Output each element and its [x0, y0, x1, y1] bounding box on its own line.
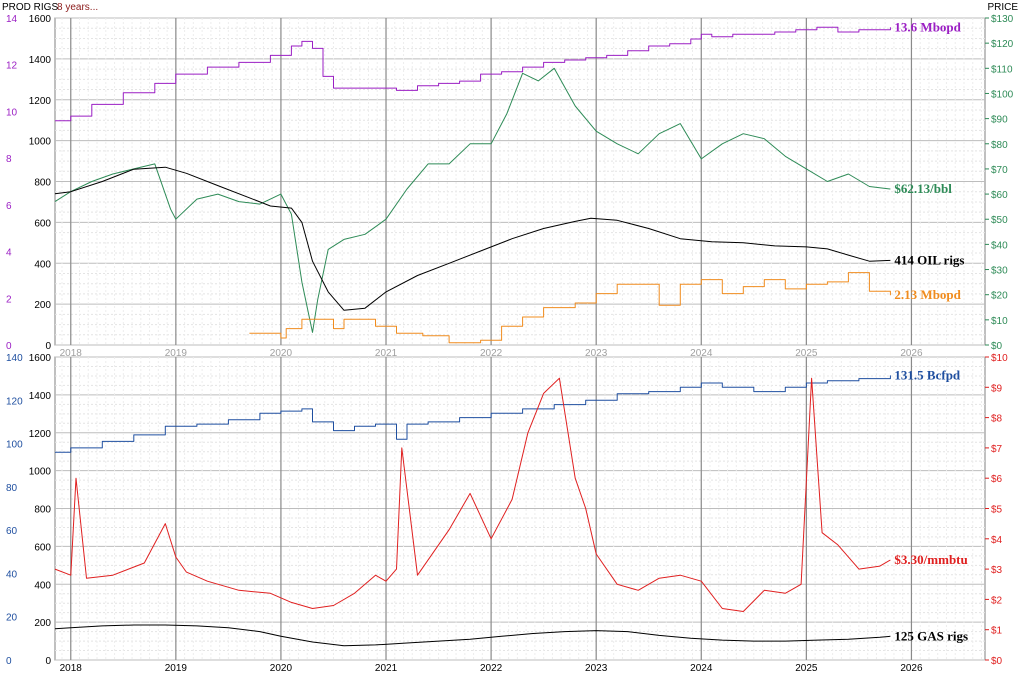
oil-price-tick-label: $40 [991, 240, 1008, 251]
gas-x-tick-label: 2023 [585, 663, 608, 674]
gas-price-tick-label: $9 [991, 383, 1003, 394]
oil-production-tick-label: 12 [6, 61, 18, 72]
oil-production-tick-label: 14 [6, 14, 18, 25]
gas-series-line-0 [55, 375, 891, 453]
right-axis-header: PRICE [987, 2, 1018, 13]
gas-rig-tick-label: 600 [34, 542, 51, 553]
oil-x-tick-label: 2025 [795, 348, 818, 359]
oil-series-line-3 [249, 272, 891, 344]
gas-price-tick-label: $8 [991, 414, 1003, 425]
gas-production-tick-label: 60 [6, 526, 18, 537]
oil-rig-tick-label: 1400 [29, 55, 52, 66]
oil-price-tick-label: $20 [991, 291, 1008, 302]
oil-production-tick-label: 6 [6, 201, 12, 212]
oil-x-tick-label: 2021 [375, 348, 398, 359]
oil-rig-tick-label: 200 [34, 300, 51, 311]
gas-x-tick-label: 2026 [900, 663, 923, 674]
gas-rig-tick-label: 1600 [29, 353, 52, 364]
oil-x-tick-label: 2023 [585, 348, 608, 359]
oil-production-tick-label: 4 [6, 248, 12, 259]
gas-rig-tick-label: 0 [45, 656, 51, 667]
gas-series-line-2 [54, 624, 891, 647]
oil-rig-tick-label: 400 [34, 259, 51, 270]
oil-price-tick-label: $50 [991, 215, 1008, 226]
oil-x-tick-label: 2018 [60, 348, 83, 359]
gas-rig-tick-label: 800 [34, 505, 51, 516]
oil-series-end-label: 13.6 Mbopd [894, 19, 961, 34]
gas-x-tick-label: 2020 [270, 663, 293, 674]
gas-price-tick-label: $3 [991, 565, 1003, 576]
oil-rig-tick-label: 1000 [29, 137, 52, 148]
oil-price-tick-label: $10 [991, 316, 1008, 327]
gas-production-tick-label: 40 [6, 569, 18, 580]
gas-panel: 2018 2019 2020 2021 2022 2023 2024 2025 20260200… [6, 353, 1008, 674]
oil-production-tick-label: 0 [6, 341, 12, 352]
oil-x-tick-label: 2024 [690, 348, 713, 359]
oil-rig-tick-label: 1200 [29, 96, 52, 107]
oil-price-tick-label: $90 [991, 115, 1008, 126]
gas-price-tick-label: $1 [991, 626, 1003, 637]
oil-x-tick-label: 2022 [480, 348, 503, 359]
oil-price-tick-label: $80 [991, 140, 1008, 151]
oil-series-end-label: 414 OIL rigs [894, 252, 964, 267]
gas-series-end-label: $3.30/mmbtu [894, 552, 967, 567]
oil-production-tick-label: 10 [6, 107, 18, 118]
gas-price-tick-label: $7 [991, 444, 1003, 455]
gas-production-tick-label: 100 [6, 440, 23, 451]
gas-x-tick-label: 2025 [795, 663, 818, 674]
gas-production-tick-label: 0 [6, 656, 12, 667]
gas-x-tick-label: 2018 [60, 663, 83, 674]
gas-series-end-label: 125 GAS rigs [894, 628, 968, 643]
oil-price-tick-label: $30 [991, 266, 1008, 277]
gas-rig-tick-label: 1200 [29, 429, 52, 440]
oil-series-line-2 [54, 166, 891, 311]
oil-production-tick-label: 8 [6, 154, 12, 165]
oil-x-tick-label: 2026 [900, 348, 923, 359]
gas-x-tick-label: 2019 [165, 663, 188, 674]
gas-production-tick-label: 80 [6, 483, 18, 494]
gas-production-tick-label: 140 [6, 353, 23, 364]
gas-rig-tick-label: 400 [34, 580, 51, 591]
oil-x-tick-label: 2020 [270, 348, 293, 359]
gas-price-tick-label: $4 [991, 535, 1003, 546]
gas-price-tick-label: $5 [991, 505, 1003, 516]
gas-x-tick-label: 2021 [375, 663, 398, 674]
oil-price-tick-label: $70 [991, 165, 1008, 176]
oil-price-tick-label: $60 [991, 190, 1008, 201]
gas-production-tick-label: 20 [6, 613, 18, 624]
gas-x-tick-label: 2022 [480, 663, 503, 674]
oil-series-line-1 [54, 67, 891, 333]
oil-price-tick-label: $130 [991, 14, 1014, 25]
period-selector[interactable]: 8 years... [57, 2, 98, 13]
gas-price-tick-label: $10 [991, 353, 1008, 364]
oil-rig-tick-label: 0 [45, 341, 51, 352]
oil-series-end-label: $62.13/bbl [894, 181, 952, 196]
gas-rig-tick-label: 200 [34, 618, 51, 629]
gas-x-tick-label: 2024 [690, 663, 713, 674]
oil-rig-tick-label: 1600 [29, 14, 52, 25]
gas-rig-tick-label: 1400 [29, 391, 52, 402]
oil-rig-tick-label: 600 [34, 218, 51, 229]
gas-series-line-1 [54, 377, 891, 612]
oil-price-tick-label: $110 [991, 64, 1013, 75]
oil-price-tick-label: $120 [991, 39, 1014, 50]
oil-production-tick-label: 2 [6, 294, 12, 305]
oil-x-tick-label: 2019 [165, 348, 188, 359]
gas-rig-tick-label: 1000 [29, 467, 52, 478]
gas-production-tick-label: 120 [6, 396, 23, 407]
oil-price-tick-label: $0 [991, 341, 1003, 352]
gas-price-tick-label: $2 [991, 595, 1003, 606]
gas-price-tick-label: $6 [991, 474, 1003, 485]
left-axis-header: PROD RIGS [2, 2, 58, 13]
oil-series-end-label: 2.13 Mbopd [894, 287, 961, 302]
oil-rig-tick-label: 800 [34, 178, 51, 189]
gas-price-tick-label: $0 [991, 656, 1003, 667]
gas-series-end-label: 131.5 Bcfpd [894, 367, 961, 382]
oil-series-line-0 [55, 26, 891, 122]
oil-price-tick-label: $100 [991, 89, 1014, 100]
oil-panel: 2018 2019 2020 2021 2022 2023 2024 2025 2026 0 200… [6, 14, 1014, 359]
